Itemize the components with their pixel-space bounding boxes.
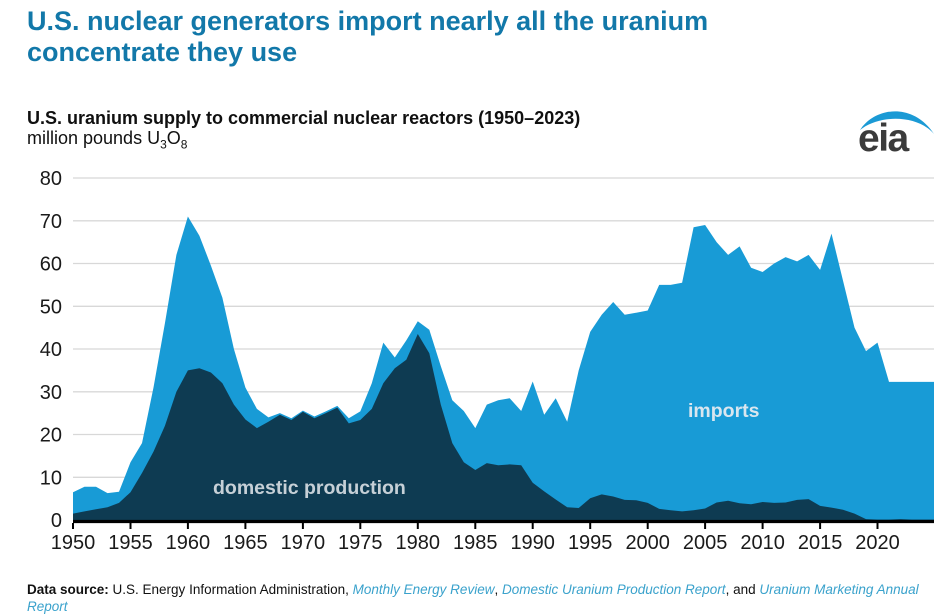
y-tick-label-70: 70 (40, 211, 62, 233)
x-tick-label-1965: 1965 (223, 532, 268, 554)
y-tick-label-0: 0 (51, 510, 62, 532)
x-tick-label-1995: 1995 (568, 532, 613, 554)
eia-logo: eia (858, 111, 934, 159)
x-tick-label-1990: 1990 (510, 532, 555, 554)
x-tick-label-1960: 1960 (166, 532, 211, 554)
chart-units-label: million pounds U3O8 (27, 128, 188, 152)
y-tick-label-40: 40 (40, 339, 62, 361)
x-tick-label-2010: 2010 (740, 532, 785, 554)
y-tick-label-60: 60 (40, 254, 62, 276)
chart-title: U.S. uranium supply to commercial nuclea… (27, 108, 581, 128)
x-tick-label-1955: 1955 (108, 532, 153, 554)
y-tick-label-10: 10 (40, 467, 62, 489)
data-source-label: Data source: (27, 582, 109, 597)
y-tick-label-20: 20 (40, 425, 62, 447)
eia-logo-text: eia (858, 117, 910, 159)
page-title: U.S. nuclear generators import nearly al… (27, 6, 857, 68)
imports-label: imports (688, 400, 760, 422)
data-source-text: U.S. Energy Information Administration, (108, 582, 353, 597)
page-title-line2: concentrate they use (27, 37, 298, 67)
x-tick-label-2015: 2015 (798, 532, 843, 554)
chart-header: U.S. uranium supply to commercial nuclea… (27, 108, 787, 156)
x-tick-label-1985: 1985 (453, 532, 498, 554)
x-tick-label-2020: 2020 (855, 532, 900, 554)
link-uranium-marketing-annual-report[interactable]: Uranium Marketing Annual Report (27, 582, 919, 614)
x-tick-label-1975: 1975 (338, 532, 383, 554)
domestic-production-label: domestic production (213, 477, 406, 499)
y-tick-label-30: 30 (40, 382, 62, 404)
page-title-line1: U.S. nuclear generators import nearly al… (27, 6, 709, 36)
data-source-note: Data source: U.S. Energy Information Adm… (27, 582, 919, 614)
link-domestic-uranium-production-report[interactable]: Domestic Uranium Production Report (501, 582, 726, 597)
domestic-production-area (73, 334, 934, 520)
x-tick-label-2005: 2005 (683, 532, 728, 554)
eia-logo-swoosh-icon (860, 111, 934, 134)
x-tick-label-2000: 2000 (625, 532, 670, 554)
y-tick-label-80: 80 (40, 168, 62, 190)
link-monthly-energy-review[interactable]: Monthly Energy Review (352, 582, 495, 597)
x-tick-label-1980: 1980 (396, 532, 441, 554)
x-tick-label-1970: 1970 (281, 532, 326, 554)
x-tick-label-1950: 1950 (51, 532, 96, 554)
y-tick-label-50: 50 (40, 296, 62, 318)
